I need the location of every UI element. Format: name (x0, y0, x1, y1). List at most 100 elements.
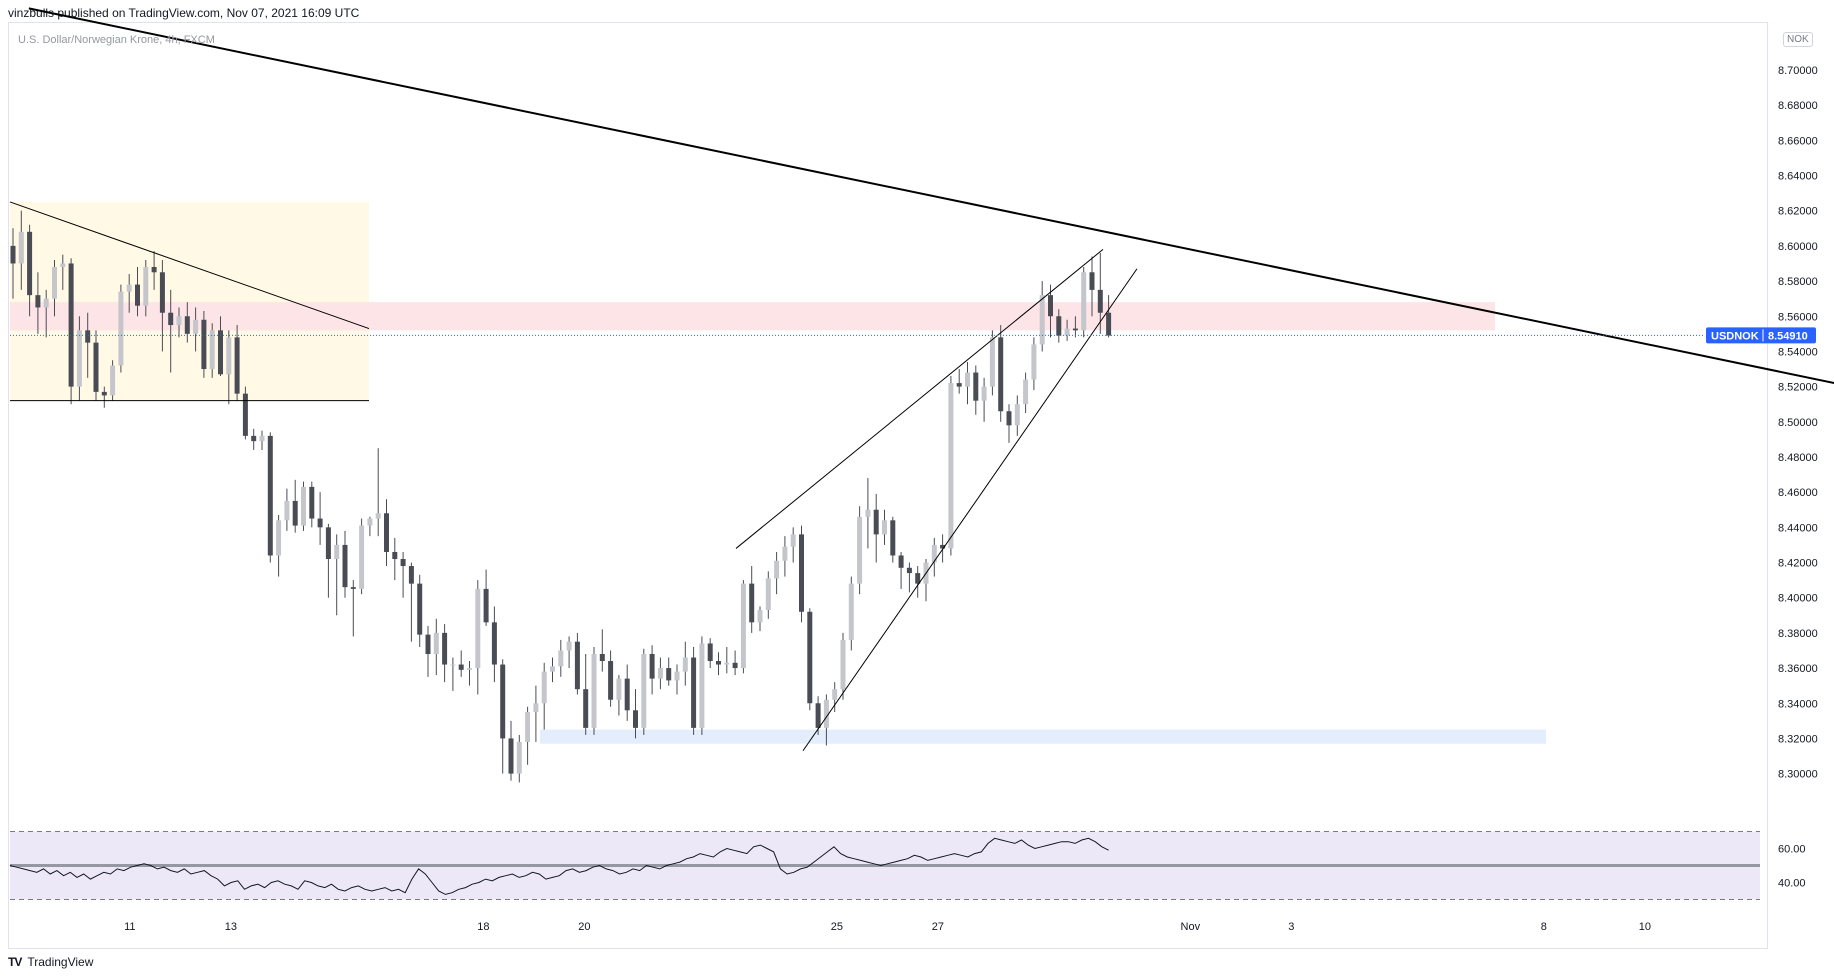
candle-body (267, 435, 273, 556)
candle-body (218, 330, 223, 375)
rsi-tick-label: 40.00 (1778, 878, 1806, 890)
price-label-value: 8.54910 (1768, 330, 1808, 342)
candle-body (749, 583, 755, 623)
candle-body (209, 330, 215, 370)
candle-body (68, 263, 74, 387)
candle-body (93, 342, 99, 392)
candle-body (76, 330, 82, 387)
x-tick-label: 25 (831, 921, 843, 933)
supply-zone (10, 302, 1495, 331)
candle-body (151, 266, 157, 273)
candle-body (408, 566, 414, 584)
candle-body (458, 664, 464, 670)
candle-body (1048, 295, 1053, 317)
candle-body (848, 583, 854, 640)
candle-body (234, 337, 240, 394)
y-tick-label: 8.58000 (1778, 276, 1818, 288)
candle-body (882, 520, 887, 535)
candle-body (898, 555, 904, 568)
candle-body (1039, 295, 1045, 345)
x-tick-label: 27 (932, 921, 944, 933)
y-tick-label: 8.68000 (1778, 100, 1818, 112)
price-label-symbol: USDNOK (1711, 330, 1759, 342)
candle-body (865, 509, 871, 517)
candle-body (400, 559, 406, 567)
candle-body (251, 435, 257, 442)
candle-body (732, 662, 738, 669)
candle-body (989, 337, 995, 387)
y-tick-label: 8.62000 (1778, 206, 1818, 218)
candle-body (18, 231, 24, 264)
candle-body (940, 544, 946, 549)
chart-frame (8, 22, 1768, 949)
candle-body (649, 653, 655, 679)
candle-body (417, 583, 423, 635)
candle-body (815, 703, 821, 728)
candle-body (1072, 328, 1078, 331)
candle-body (483, 588, 489, 623)
x-tick-label: 13 (225, 921, 237, 933)
candle-body (906, 567, 912, 574)
y-tick-label: 8.48000 (1778, 452, 1818, 464)
candle-body (832, 689, 838, 700)
candle-body (342, 544, 348, 588)
candle-body (176, 316, 182, 326)
candle-body (591, 653, 597, 728)
candle-body (384, 513, 389, 552)
candle-body (334, 544, 340, 560)
candle-body (707, 643, 713, 662)
y-tick-label: 8.42000 (1778, 558, 1818, 570)
candle-body (641, 653, 647, 728)
tradingview-logo-icon: TV (8, 955, 22, 969)
y-tick-label: 8.66000 (1778, 135, 1818, 147)
candle-body (608, 661, 614, 700)
candle-body (948, 383, 954, 549)
candle-body (367, 518, 373, 526)
x-tick-label: 3 (1288, 921, 1294, 933)
candle-body (442, 632, 448, 665)
candle-body (425, 634, 431, 654)
candle-body (193, 319, 199, 334)
candle-body (782, 546, 788, 561)
candle-body (840, 639, 846, 690)
candle-body (965, 372, 970, 387)
candle-body (682, 657, 688, 672)
triangle-zone (10, 201, 369, 401)
candle-body (110, 365, 116, 396)
candle-body (807, 611, 813, 704)
candle-body (1106, 312, 1112, 336)
candle-body (60, 263, 66, 267)
candle-body (309, 486, 315, 519)
candle-body (541, 671, 547, 704)
candle-body (956, 383, 962, 387)
candle-body (85, 330, 91, 343)
candle-body (226, 337, 232, 375)
y-tick-label: 8.50000 (1778, 417, 1818, 429)
candle-body (1006, 411, 1012, 426)
candle-body (1056, 316, 1062, 336)
candle-body (325, 527, 331, 560)
candle-body (301, 486, 306, 526)
x-tick-label: 11 (124, 921, 135, 933)
price-label-bg (1706, 327, 1816, 344)
candle-body (27, 231, 33, 296)
candle-body (259, 435, 265, 442)
candle-body (973, 372, 979, 401)
candle-body (276, 520, 282, 556)
y-tick-label: 8.32000 (1778, 733, 1818, 745)
candle-body (184, 316, 190, 334)
candle-body (757, 610, 763, 623)
candle-body (242, 393, 248, 436)
candle-body (1031, 344, 1037, 380)
currency-badge[interactable]: NOK (1783, 32, 1813, 47)
y-tick-label: 8.44000 (1778, 522, 1818, 534)
candle-body (915, 573, 921, 584)
y-tick-label: 8.36000 (1778, 663, 1818, 675)
candle-body (790, 534, 796, 547)
candle-body (292, 500, 298, 526)
x-tick-label: 20 (578, 921, 590, 933)
candle-body (691, 657, 697, 728)
candle-body (126, 284, 132, 292)
long-trendline (28, 7, 1834, 385)
